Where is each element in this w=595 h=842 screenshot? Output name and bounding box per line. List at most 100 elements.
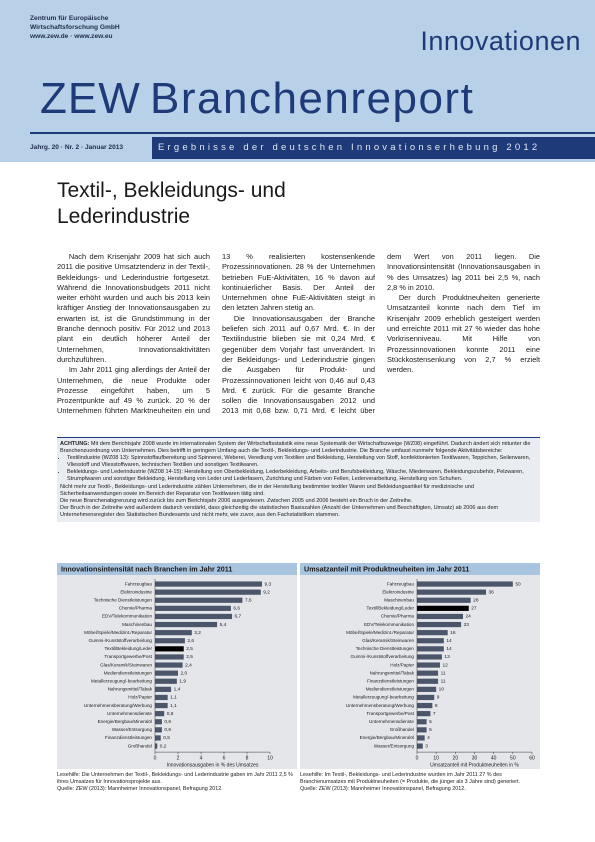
category-label: Holz/Papier — [128, 695, 152, 700]
value-label: 2,5 — [186, 654, 193, 660]
paragraph: Die Innovationsausgaben der Branche beli… — [222, 252, 540, 416]
category-label: Chemie/Pharma — [381, 614, 415, 619]
bar — [155, 694, 168, 701]
value-label: 28 — [473, 598, 479, 604]
value-label: 1,1 — [170, 695, 177, 701]
paragraph: Im Jahr 2011 ging allerdings der Anteil … — [57, 252, 375, 416]
x-tick-label: 20 — [453, 755, 459, 761]
bar — [155, 719, 162, 725]
category-label: Technische Dienstleistungen — [94, 597, 153, 602]
value-label: 7 — [433, 711, 436, 717]
value-label: 14 — [446, 638, 452, 644]
chart: Innovationsintensität nach Branchen im J… — [57, 563, 297, 769]
caption: Lesehilfe: Im Textil-, Bekleidungs- und … — [300, 772, 540, 792]
bar — [417, 662, 440, 668]
category-label: Fahrzeugbau — [387, 581, 415, 586]
value-label: 1,9 — [179, 679, 186, 685]
value-label: 36 — [489, 589, 495, 595]
category-label: Transportgewerbe/Post — [104, 654, 152, 659]
category-label: Fahrzeugbau — [125, 581, 153, 586]
value-label: 3 — [425, 743, 428, 749]
category-label: Finanzdienstleistungen — [105, 735, 152, 740]
value-label: 13 — [444, 654, 450, 660]
category-label: Glas/Keramik/Steinwaren — [362, 638, 414, 643]
org-line: Wirtschaftsforschung GmbH — [30, 24, 120, 31]
bar — [417, 727, 427, 733]
chart-title: Innovationsintensität nach Branchen im J… — [61, 564, 232, 573]
note-text: Mit dem Berichtsjahr 2008 wurde im inter… — [60, 441, 531, 455]
x-tick-label: 10 — [267, 755, 273, 761]
chart-panel: Umsatzanteil mit Produktneuheiten im Jah… — [300, 563, 540, 792]
title-bar — [300, 563, 540, 575]
value-label: 2,6 — [187, 638, 194, 644]
value-label: 16 — [450, 630, 456, 636]
category-label: Unternehmensdienste — [369, 719, 414, 724]
category-label: Mediendienstleistungen — [366, 687, 415, 692]
value-label: 6,6 — [233, 606, 240, 612]
value-label: 24 — [466, 614, 472, 620]
article-title: Textil-, Bekleidungs- und Lederindustrie — [57, 179, 286, 228]
category-label: Elektroindustrie — [382, 589, 414, 594]
bar — [155, 597, 243, 603]
bar — [155, 727, 162, 733]
category-label: Gummi-/Kunststoffverarbeitung — [89, 638, 153, 643]
note-bullet: Textilindustrie (WZ08 13): Spinnstoffauf… — [67, 455, 537, 469]
value-label: 9,3 — [264, 581, 271, 587]
x-axis-label: Innovationsausgaben in % des Umsatzes — [167, 762, 259, 768]
category-label: Gummi-/Kunststoffverarbeitung — [351, 654, 415, 659]
category-label: Unternehmensberatung/Werbung — [346, 703, 415, 708]
bar — [155, 605, 231, 611]
bar — [417, 686, 437, 692]
value-label: 23 — [464, 622, 470, 628]
note-list: Textilindustrie (WZ08 13): Spinnstoffauf… — [60, 455, 537, 483]
value-label: 14 — [446, 646, 452, 652]
bar — [155, 581, 262, 587]
value-label: 11 — [441, 670, 446, 676]
bar — [155, 711, 165, 717]
organisation: Zentrum für Europäische Wirtschaftsforsc… — [30, 14, 120, 41]
bar — [155, 735, 161, 741]
category-label: Holz/Papier — [390, 662, 414, 667]
value-label: 11 — [441, 679, 446, 685]
header-rule — [30, 132, 595, 134]
value-label: 9 — [437, 695, 440, 701]
x-tick-label: 2 — [177, 755, 180, 761]
category-label: Möbel/Spiele/Medizint./Reparatur — [346, 630, 414, 635]
value-label: 2,5 — [186, 646, 193, 652]
bar — [155, 662, 183, 668]
category-label: Glas/Keramik/Steinwaren — [100, 662, 152, 667]
value-label: 0,6 — [164, 719, 171, 725]
bar — [155, 589, 261, 595]
bar — [417, 735, 425, 741]
note-label: ACHTUNG: — [60, 441, 90, 447]
bar — [155, 646, 184, 652]
category-label: Textil/Bekleidung/Leder — [105, 646, 153, 651]
value-label: 0,8 — [167, 711, 174, 717]
category-label: Elektroindustrie — [120, 589, 152, 594]
bar — [155, 654, 184, 660]
title-bar — [57, 563, 297, 575]
value-label: 5,4 — [220, 622, 227, 628]
category-label: Technische Dienstleistungen — [356, 646, 415, 651]
category-label: Transportgewerbe/Post — [366, 711, 414, 716]
value-label: 1,4 — [174, 687, 181, 693]
article-body: Nach dem Krisenjahr 2009 hat sich auch 2… — [57, 252, 540, 424]
category-label: Wasser/Entsorgung — [374, 743, 415, 748]
subtitle-band — [152, 137, 595, 159]
org-line: Zentrum für Europäische — [30, 15, 109, 22]
category-label: Großhandel — [390, 727, 414, 732]
value-label: 2,0 — [181, 670, 188, 676]
value-label: 4 — [427, 735, 430, 741]
x-tick-label: 8 — [246, 755, 249, 761]
value-label: 0,2 — [160, 743, 167, 749]
x-tick-label: 6 — [223, 755, 226, 761]
value-label: 1,1 — [170, 703, 177, 709]
category-label: Nahrungsmittel/Tabak — [108, 687, 153, 692]
bar — [155, 686, 172, 692]
bar — [155, 613, 233, 620]
caption: Lesehilfe: Die Unternehmen der Textil-, … — [57, 772, 297, 792]
bar — [417, 630, 448, 636]
note-paragraph: Die neue Branchenabgrenzung wird zurück … — [60, 497, 413, 504]
x-tick-label: 0 — [154, 755, 157, 761]
